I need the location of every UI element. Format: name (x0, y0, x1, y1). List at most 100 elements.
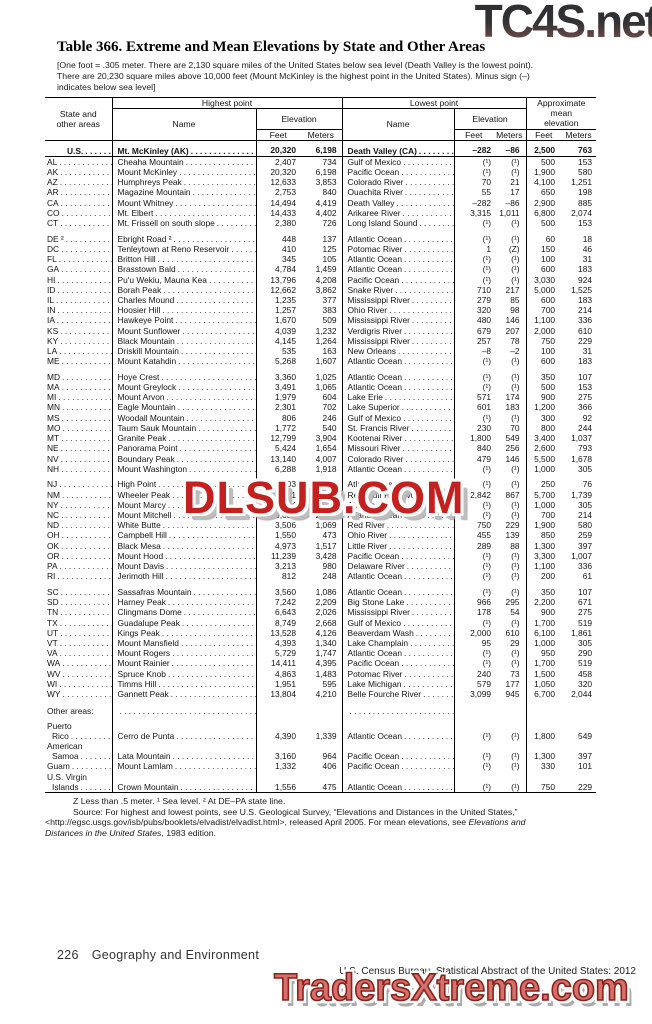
cell-mean-meters: 46 (582, 243, 593, 254)
cell-highest-meters: 3,428 (300, 550, 343, 562)
cell-highest-name: Mt. Frissell on south slope (112, 218, 257, 229)
cell-lowest-feet: 279 (477, 294, 492, 305)
cell-state: WV (45, 668, 113, 679)
cell-state: American Samoa (45, 741, 113, 762)
cell-lowest-meters: (¹) (493, 218, 527, 229)
cell-highest-meters: 6,198 (300, 167, 343, 178)
cell-mean-feet: 750 (541, 335, 556, 346)
cell-lowest-feet: 3,099 (470, 688, 492, 699)
cell-lowest-meters: (¹) (493, 412, 527, 423)
cell-highest-name: Guadalupe Peak (112, 617, 257, 628)
cell-highest-feet: 5,344 (275, 499, 296, 510)
cell-lowest-meters: (¹) (493, 741, 527, 762)
cell-lowest-feet: 2,000 (470, 627, 492, 638)
cell-highest-meters (300, 366, 343, 372)
cell-mean-feet (526, 705, 561, 717)
cell-highest-name: Driskill Mountain (112, 345, 257, 357)
cell-lowest-meters: (¹) (493, 479, 527, 490)
cell-lowest-name (342, 716, 455, 721)
cell-highest-meters: 4,014 (300, 489, 343, 500)
cell-state: AR (45, 187, 113, 198)
cell-lowest-meters: (¹) (493, 499, 527, 511)
cell-lowest-meters: 256 (493, 443, 527, 454)
cell-lowest-meters: 98 (493, 305, 527, 316)
cell-lowest-name: Atlantic Ocean (342, 382, 455, 393)
spacer-row (45, 581, 596, 587)
cell-highest-feet: 1,670 (275, 315, 296, 326)
cell-highest-meters (300, 228, 343, 234)
cell-state: CA (45, 197, 113, 208)
cell-highest-name (112, 366, 257, 372)
cell-state: RI (45, 571, 113, 582)
cell-lowest-name: Pacific Ocean (342, 550, 455, 562)
cell-lowest-name: Atlantic Ocean (342, 510, 455, 521)
cell-lowest-name: Mississippi River (342, 607, 455, 618)
spacer-row (45, 366, 596, 372)
cell-state: PA (45, 561, 113, 572)
cell-mean-feet: 3,400 (534, 433, 556, 444)
cell-highest-meters: 4,210 (300, 688, 343, 700)
cell-highest-name (112, 704, 257, 717)
cell-highest-name: Mount McKinley (112, 167, 257, 178)
cell-lowest-name: Verdigris River (342, 325, 455, 336)
col-header-lowest-elevation: Elevation (454, 108, 527, 130)
cell-highest-feet: 4,039 (275, 325, 296, 336)
table-headnote: [One foot = .305 meter. There are 2,130 … (57, 60, 533, 93)
cell-state: ME (45, 356, 113, 367)
cell-lowest-feet: 70 (481, 177, 492, 188)
cell-highest-meters: 2,026 (300, 607, 343, 618)
cell-lowest-meters (493, 473, 527, 480)
col-header-mean-meters: Meters (561, 129, 597, 141)
cell-state: MO (45, 422, 113, 434)
cell-lowest-feet: 257 (477, 335, 492, 346)
cell-state: NV (45, 453, 113, 464)
cell-mean-meters: 61 (582, 571, 593, 582)
cell-state: KS (45, 325, 113, 336)
cell-lowest-meters: –86 (493, 140, 527, 157)
cell-lowest-name: Pacific Ocean (342, 761, 455, 772)
cell-highest-feet: 3,360 (275, 371, 296, 382)
cell-mean-meters: 305 (578, 463, 593, 474)
cell-highest-name: White Butte (112, 520, 257, 531)
cell-lowest-name: Missouri River (342, 443, 455, 454)
cell-highest-meters: 4,007 (300, 453, 343, 464)
cell-highest-name: Jerimoth Hill (112, 571, 257, 582)
cell-state: CT (45, 218, 113, 229)
cell-highest-name: Humphreys Peak (112, 177, 257, 188)
cell-lowest-feet: –282 (472, 197, 492, 208)
cell-highest-meters: 383 (300, 305, 343, 316)
cell-highest-feet: 5,268 (275, 356, 296, 367)
col-header-highest-name: Name (112, 108, 257, 141)
cell-highest-name: Mount Hood (112, 550, 257, 562)
watermark-tradersxtreme: TradersXtreme.com (273, 966, 629, 1010)
cell-lowest-name: Atlantic Ocean (342, 499, 455, 511)
cell-highest-meters: 6,198 (300, 140, 343, 157)
cell-lowest-meters: 207 (493, 325, 527, 336)
cell-mean-meters: 1,007 (571, 550, 593, 561)
cell-mean-meters: 336 (578, 561, 593, 572)
cell-highest-feet: 20,320 (270, 167, 296, 178)
cell-mean-feet: 650 (541, 187, 556, 198)
cell-state: NC (45, 510, 113, 521)
cell-lowest-feet: 966 (477, 597, 492, 608)
cell-highest-name: Woodall Mountain (112, 412, 257, 423)
cell-state: Puerto Rico (45, 720, 113, 742)
cell-lowest-name (342, 473, 455, 480)
cell-state: VT (45, 637, 113, 649)
cell-lowest-meters: (¹) (493, 586, 527, 598)
headnote-line-2: There are 20,230 square miles above 10,0… (57, 71, 530, 81)
cell-highest-feet: 806 (282, 412, 296, 423)
cell-highest-name: Cheaha Mountain (112, 156, 257, 168)
other-area-row: AmericanSamoaLata Mountain 3,160 964Pacifi… (45, 741, 596, 762)
cell-lowest-feet: (¹) (482, 730, 492, 741)
cell-lowest-name: St. Francis River (342, 422, 455, 434)
cell-highest-feet: 1,979 (275, 392, 296, 403)
cell-highest-name (112, 473, 257, 480)
cell-mean-meters: 1,037 (571, 433, 593, 444)
col-header-highest-point: Highest point (112, 97, 343, 110)
